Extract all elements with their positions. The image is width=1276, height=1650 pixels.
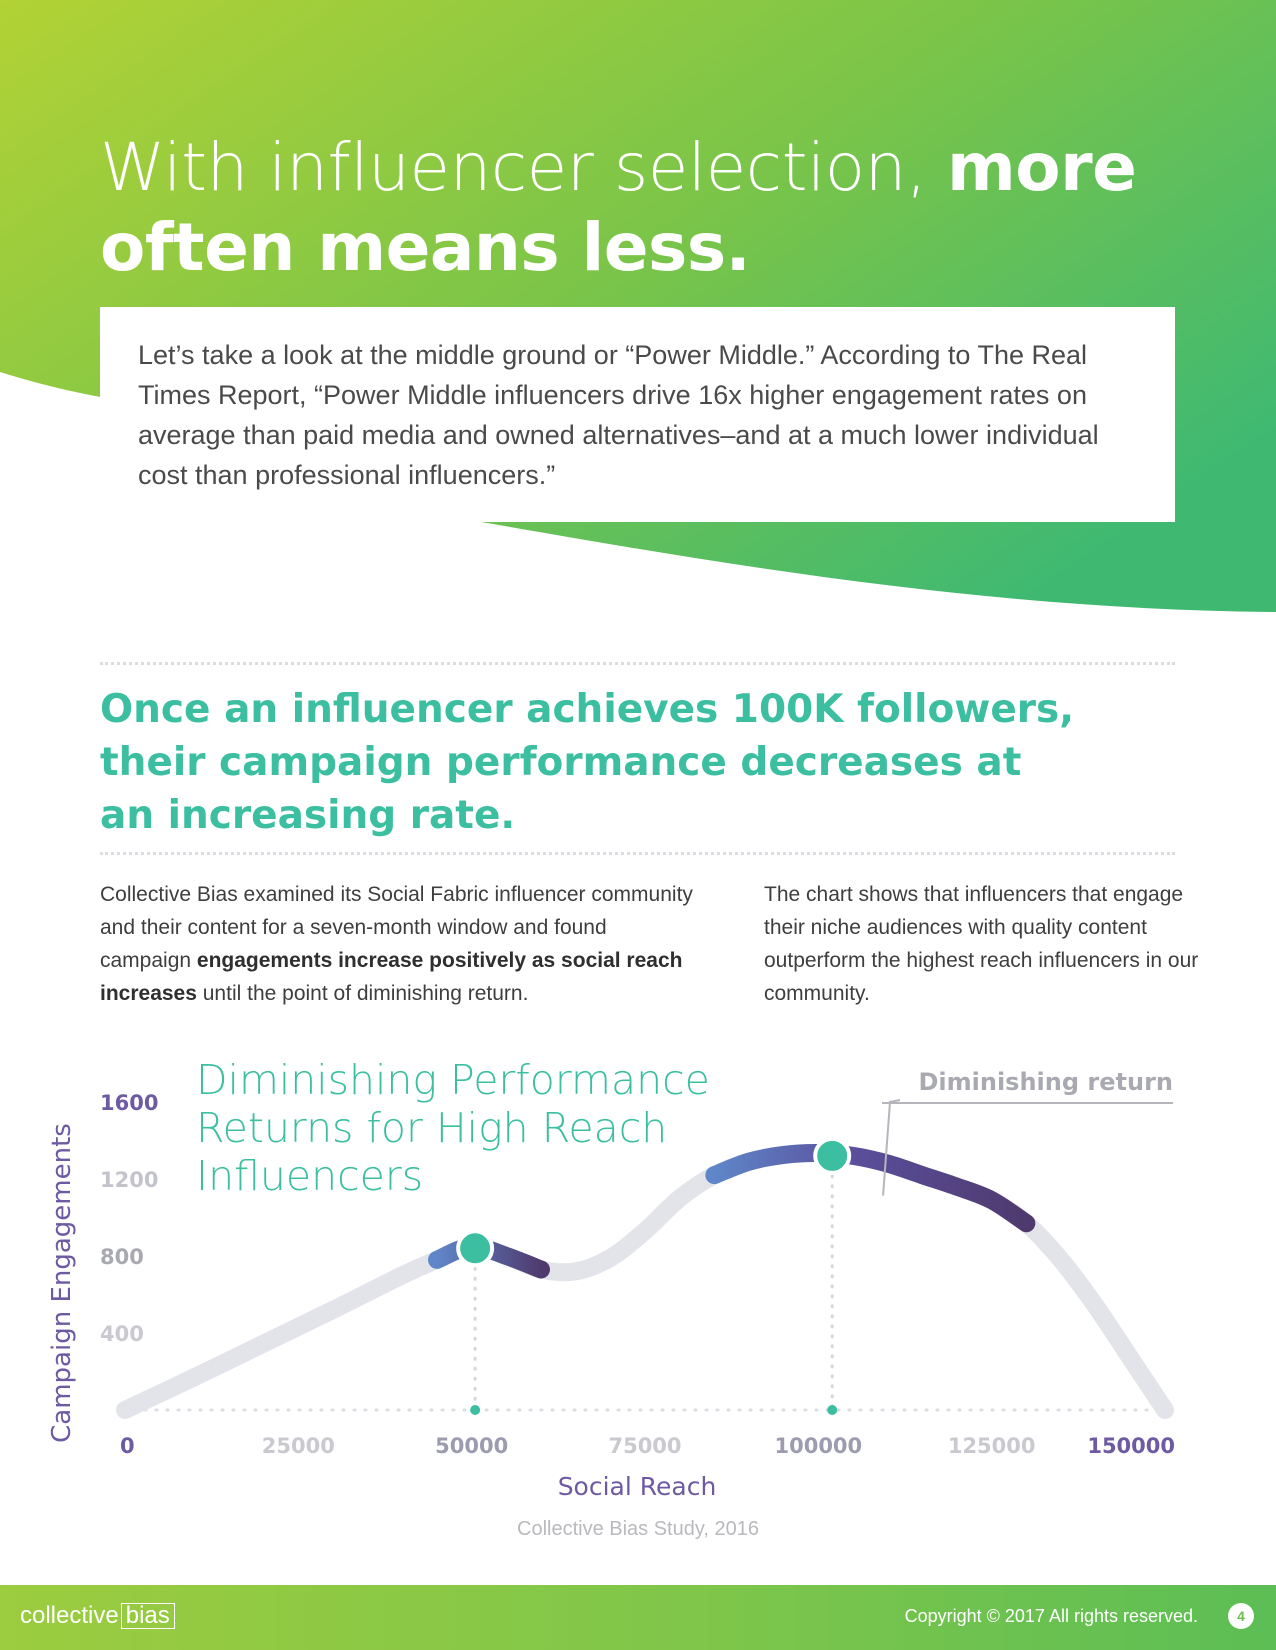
headline-bold: more often means less. [100,129,1137,286]
x-tick-label: 50000 [435,1434,508,1458]
y-tick-label: 1200 [100,1168,158,1192]
x-tick-label: 0 [120,1434,135,1458]
highlight-guides [470,1154,838,1415]
x-tick-label: 100000 [774,1434,862,1458]
annotation-group: Diminishing return [882,1068,1173,1196]
logo: collective bias [20,1602,175,1630]
curve-group [116,1136,1174,1419]
body-right: The chart shows that influencers that en… [764,883,1199,1005]
highlight-marker [456,1229,495,1268]
engagement-chart: Campaign Engagements 1600 1200 800 400 Dimi… [47,1068,1175,1501]
divider-bottom [100,852,1175,855]
section-heading: Once an influencer achieves 100K followe… [100,687,1075,838]
annotation-leader [882,1099,901,1196]
highlight-base-dot [827,1405,838,1415]
source-note: Collective Bias Study, 2016 [517,1518,759,1540]
body-left-p2: until the point of diminishing return. [196,982,529,1005]
divider-top [100,662,1175,665]
chart-title: Diminishing Performance Returns for High… [196,1056,710,1200]
logo-box: bias [120,1603,175,1629]
copyright: Copyright © 2017 All rights reserved. [904,1606,1198,1626]
y-tick-label: 400 [100,1322,144,1346]
highlight-base-dot [470,1405,481,1415]
headline-light: With influencer selection, [100,129,947,206]
logo-text: collective [20,1602,119,1629]
body-left-bold: engagements increase positively as socia… [100,949,683,1005]
body-left: Collective Bias examined its Social Fabr… [100,878,700,1010]
y-tick-label: 1600 [100,1091,158,1115]
highlight-segment-2 [705,1143,1036,1233]
x-axis-label: Social Reach [558,1472,717,1501]
intro-text: Let’s take a look at the middle ground o… [138,340,1099,490]
x-tick-label: 25000 [262,1434,335,1458]
page-number: 4 [1228,1603,1254,1629]
x-tick-label: 75000 [608,1434,681,1458]
annotation-label: Diminishing return [918,1068,1173,1096]
y-tick-label: 800 [100,1245,144,1269]
y-axis-label-group: Campaign Engagements [47,1123,77,1443]
intro-box: Let’s take a look at the middle ground o… [100,307,1175,522]
x-tick-label: 150000 [1087,1434,1175,1458]
x-tick-label: 125000 [948,1434,1036,1458]
x-ticks: 0 25000 50000 75000 100000 125000 150000 [120,1434,1175,1458]
y-ticks: 1600 1200 800 400 [100,1091,158,1346]
y-axis-label: Campaign Engagements [47,1123,77,1443]
highlight-marker [813,1136,852,1175]
headline: With influencer selection, more often me… [100,128,1220,288]
footer: collective bias Copyright © 2017 All righ… [0,1585,1276,1650]
body-left-p1: Collective Bias examined its Social Fabr… [100,883,693,972]
